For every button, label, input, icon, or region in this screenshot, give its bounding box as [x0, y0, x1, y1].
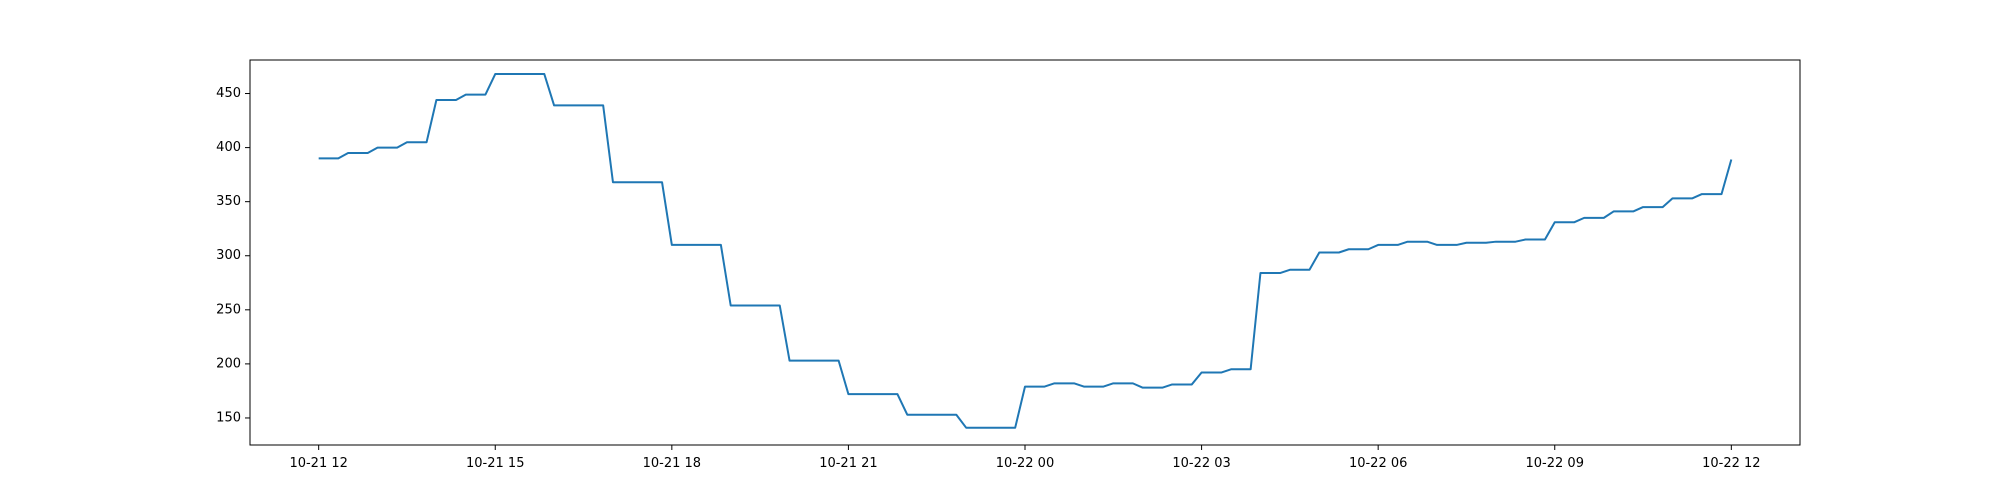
y-tick-label: 450 [216, 86, 241, 101]
series-line-0 [318, 73, 1733, 429]
x-tick-label: 10-22 09 [1526, 456, 1584, 471]
x-tick-label: 10-22 06 [1349, 456, 1407, 471]
y-tick-label: 250 [216, 302, 241, 317]
x-axis: 10-21 12 10-21 15 10-21 18 10-21 21 10-22 00… [289, 445, 1761, 471]
y-tick-label: 150 [216, 410, 241, 425]
plot-area [249, 59, 1801, 446]
x-tick-label: 10-21 12 [289, 456, 347, 471]
x-tick-label: 10-22 03 [1172, 456, 1230, 471]
y-tick-label: 200 [216, 356, 241, 371]
y-tick-label: 300 [216, 248, 241, 263]
y-tick-label: 350 [216, 194, 241, 209]
y-axis: 150 200 250 300 350 400 450 [216, 86, 250, 425]
x-tick-label: 10-21 18 [643, 456, 701, 471]
x-tick-label: 10-21 15 [466, 456, 524, 471]
x-tick-label: 10-22 00 [996, 456, 1054, 471]
y-tick-label: 400 [216, 140, 241, 155]
x-tick-label: 10-22 12 [1702, 456, 1760, 471]
x-tick-label: 10-21 21 [819, 456, 877, 471]
